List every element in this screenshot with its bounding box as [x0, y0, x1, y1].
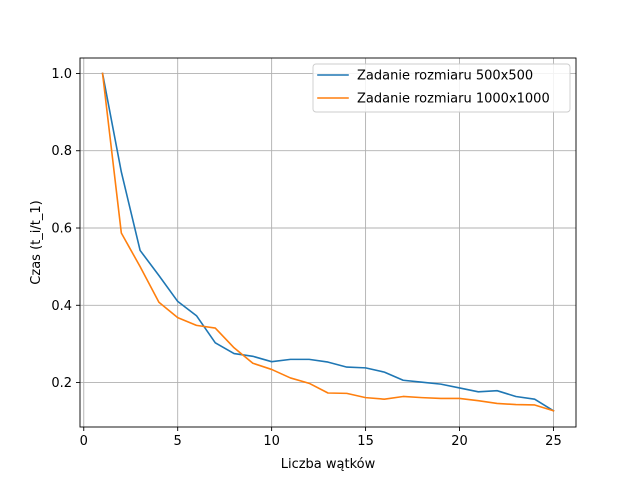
y-tick-label: 0.4	[51, 299, 72, 314]
legend-entry-1000: Zadanie rozmiaru 1000x1000	[357, 92, 550, 107]
legend: Zadanie rozmiaru 500x500 Zadanie rozmiar…	[312, 63, 571, 113]
y-tick-label: 0.2	[51, 376, 72, 391]
x-tick-label: 10	[263, 434, 280, 449]
legend-entry-500: Zadanie rozmiaru 500x500	[357, 69, 533, 84]
x-tick-label: 20	[451, 434, 468, 449]
x-tick-label: 15	[357, 434, 374, 449]
x-tick-label: 25	[545, 434, 562, 449]
x-tick-label: 5	[174, 434, 182, 449]
series-line-1000	[101, 72, 555, 412]
axis-ticks: 0 5 10 15 20 25 0.2 0.4 0.6 0.8 1.0	[51, 67, 561, 449]
plot-frame	[79, 57, 577, 428]
y-tick-label: 0.8	[51, 144, 72, 159]
y-axis-label: Czas (t_i/t_1)	[29, 200, 44, 284]
series-line-500	[101, 72, 555, 412]
legend-box	[312, 63, 571, 113]
y-tick-label: 0.6	[51, 222, 72, 237]
series-lines	[101, 72, 555, 412]
x-axis-label: Liczba wątków	[281, 457, 376, 472]
y-tick-label: 1.0	[51, 67, 72, 82]
x-tick-label: 0	[80, 434, 88, 449]
